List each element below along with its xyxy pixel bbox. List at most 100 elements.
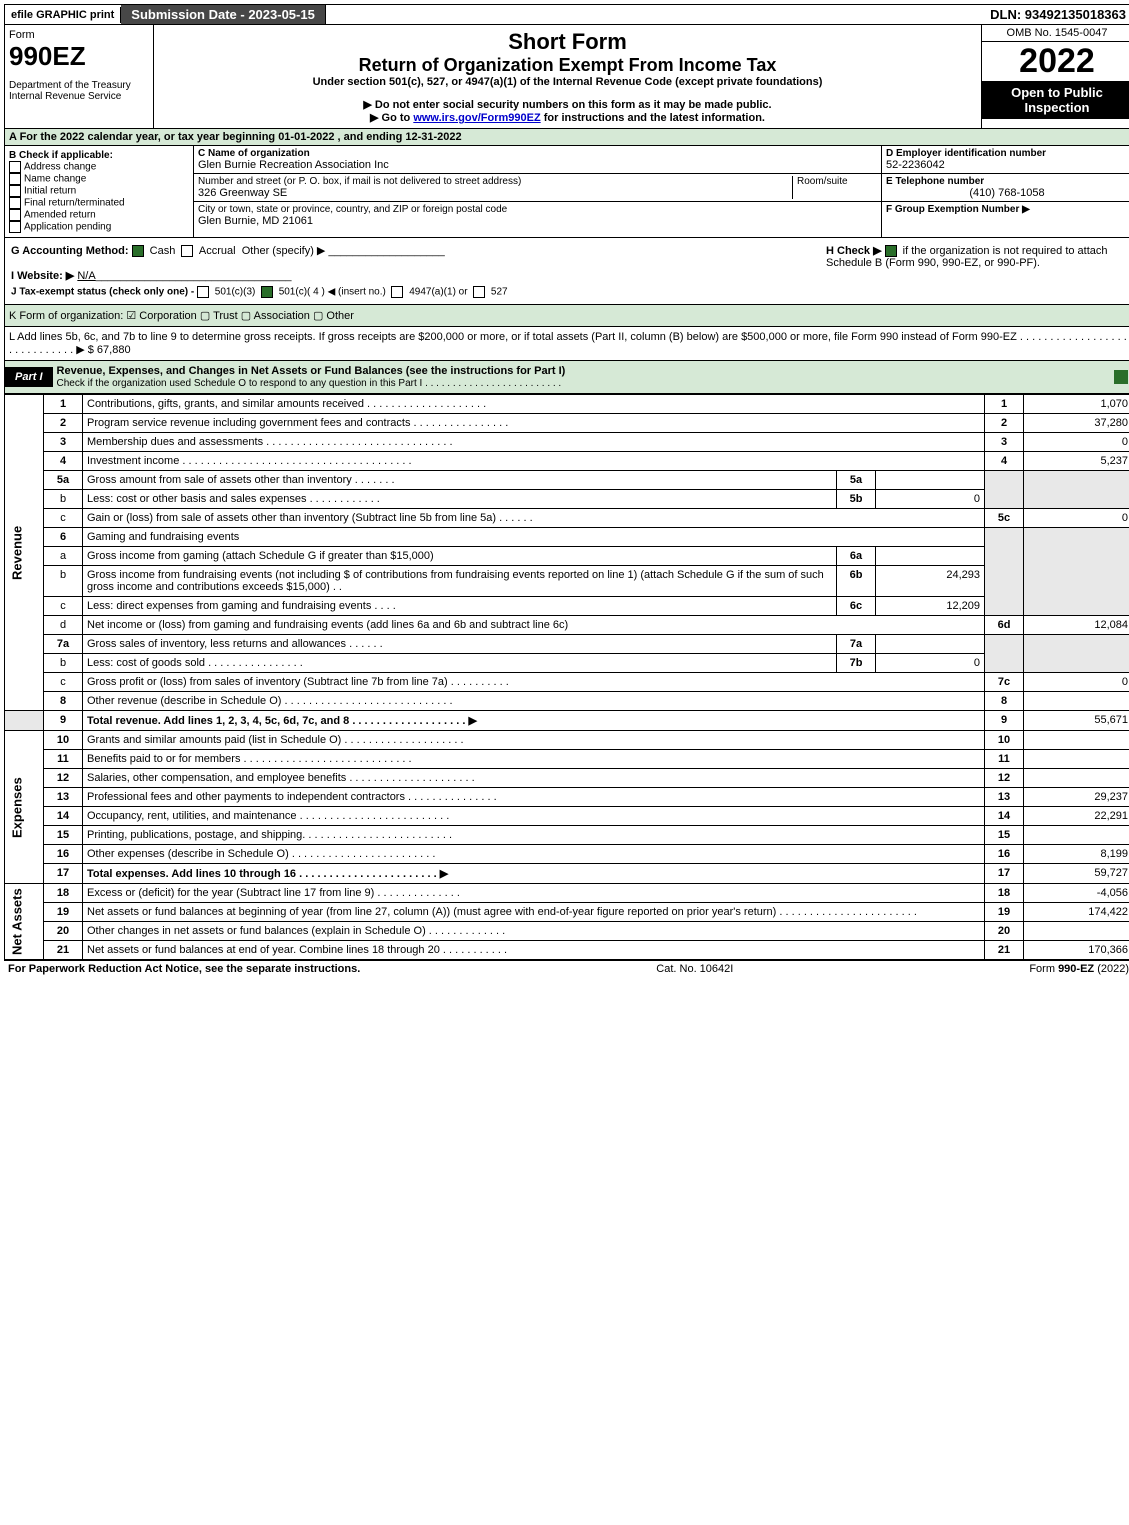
- row-16-amt: 8,199: [1024, 845, 1129, 864]
- row-11-amt: [1024, 750, 1129, 769]
- row-5b-num: b: [44, 490, 83, 509]
- submission-date: Submission Date - 2023-05-15: [121, 5, 326, 24]
- group-exemption-label: F Group Exemption Number ▶: [886, 204, 1128, 215]
- short-form-title: Short Form: [162, 29, 973, 55]
- part-1-check[interactable]: [1114, 370, 1128, 384]
- check-final-return[interactable]: [9, 197, 21, 209]
- row-10-box: 10: [985, 731, 1024, 750]
- row-18-box: 18: [985, 884, 1024, 903]
- row-17-desc: Total expenses. Add lines 10 through 16 …: [83, 864, 985, 884]
- row-17-num: 17: [44, 864, 83, 884]
- header-middle: Short Form Return of Organization Exempt…: [154, 25, 981, 128]
- row-17-amt: 59,727: [1024, 864, 1129, 884]
- opt-3: Final return/terminated: [24, 198, 125, 209]
- row-5c-box: 5c: [985, 509, 1024, 528]
- form-header: Form 990EZ Department of the Treasury In…: [4, 25, 1129, 129]
- row-8-box: 8: [985, 692, 1024, 711]
- row-6a-desc: Gross income from gaming (attach Schedul…: [83, 547, 837, 566]
- name-label: C Name of organization: [198, 148, 877, 159]
- row-6a-amt: [876, 547, 985, 566]
- row-6c-desc: Less: direct expenses from gaming and fu…: [83, 597, 837, 616]
- check-501c[interactable]: [261, 286, 273, 298]
- tax-year: 2022: [982, 42, 1129, 81]
- line-g: G Accounting Method: Cash Accrual Other …: [11, 244, 814, 257]
- row-2-desc: Program service revenue including govern…: [83, 414, 985, 433]
- check-initial-return[interactable]: [9, 185, 21, 197]
- grey-6: [985, 528, 1024, 616]
- check-cash[interactable]: [132, 245, 144, 257]
- row-7a-num: 7a: [44, 635, 83, 654]
- top-bar: efile GRAPHIC print Submission Date - 20…: [4, 4, 1129, 25]
- check-501c3[interactable]: [197, 286, 209, 298]
- check-amended-return[interactable]: [9, 209, 21, 221]
- irs-link[interactable]: www.irs.gov/Form990EZ: [413, 112, 540, 124]
- room-suite-label: Room/suite: [792, 176, 877, 199]
- box-c: C Name of organization Glen Burnie Recre…: [194, 146, 881, 237]
- row-6b-amt: 24,293: [876, 566, 985, 597]
- row-20-desc: Other changes in net assets or fund bala…: [83, 922, 985, 941]
- part-1-table: Revenue 1 Contributions, gifts, grants, …: [4, 394, 1129, 960]
- row-13-desc: Professional fees and other payments to …: [83, 788, 985, 807]
- row-9-desc: Total revenue. Add lines 1, 2, 3, 4, 5c,…: [83, 711, 985, 731]
- line-i: I Website: ▶ N/A________________________…: [11, 269, 814, 282]
- part-1-header: Part I Revenue, Expenses, and Changes in…: [4, 361, 1129, 394]
- website-value: N/A: [77, 270, 95, 282]
- row-6c-amt: 12,209: [876, 597, 985, 616]
- check-527[interactable]: [473, 286, 485, 298]
- row-7a-amt: [876, 635, 985, 654]
- row-7c-amt: 0: [1024, 673, 1129, 692]
- row-6a-num: a: [44, 547, 83, 566]
- h-label: H Check ▶: [826, 245, 882, 257]
- check-name-change[interactable]: [9, 173, 21, 185]
- j4: 527: [491, 287, 508, 298]
- row-1-desc: Contributions, gifts, grants, and simila…: [83, 395, 985, 414]
- line-l: L Add lines 5b, 6c, and 7b to line 9 to …: [4, 327, 1129, 361]
- row-6b-num: b: [44, 566, 83, 597]
- grey-7: [985, 635, 1024, 673]
- row-5a-desc: Gross amount from sale of assets other t…: [83, 471, 837, 490]
- row-5c-amt: 0: [1024, 509, 1129, 528]
- header-left: Form 990EZ Department of the Treasury In…: [5, 25, 154, 128]
- row-6-num: 6: [44, 528, 83, 547]
- row-16-box: 16: [985, 845, 1024, 864]
- check-application-pending[interactable]: [9, 221, 21, 233]
- row-9-box: 9: [985, 711, 1024, 731]
- row-8-amt: [1024, 692, 1129, 711]
- row-5b-amt: 0: [876, 490, 985, 509]
- footer-center: Cat. No. 10642I: [656, 963, 733, 975]
- form-word: Form: [9, 29, 149, 41]
- row-1-num: 1: [44, 395, 83, 414]
- sub3-post: for instructions and the latest informat…: [541, 112, 765, 124]
- row-7c-desc: Gross profit or (loss) from sales of inv…: [83, 673, 985, 692]
- row-2-box: 2: [985, 414, 1024, 433]
- row-12-box: 12: [985, 769, 1024, 788]
- revenue-label: Revenue: [5, 395, 44, 711]
- row-5a-amt: [876, 471, 985, 490]
- row-19-amt: 174,422: [1024, 903, 1129, 922]
- city-label: City or town, state or province, country…: [198, 204, 877, 215]
- check-address-change[interactable]: [9, 161, 21, 173]
- efile-link[interactable]: efile GRAPHIC print: [5, 7, 121, 23]
- addr-label: Number and street (or P. O. box, if mail…: [198, 176, 792, 187]
- check-4947[interactable]: [391, 286, 403, 298]
- check-accrual[interactable]: [181, 245, 193, 257]
- open-to-public: Open to Public Inspection: [982, 81, 1129, 119]
- other-label: Other (specify) ▶: [242, 245, 326, 257]
- row-11-desc: Benefits paid to or for members . . . . …: [83, 750, 985, 769]
- row-11-box: 11: [985, 750, 1024, 769]
- grey-7-amt: [1024, 635, 1129, 673]
- j3: 4947(a)(1) or: [409, 287, 467, 298]
- main-title: Return of Organization Exempt From Incom…: [162, 55, 973, 76]
- check-h[interactable]: [885, 245, 897, 257]
- org-address: 326 Greenway SE: [198, 187, 792, 199]
- row-6b-box: 6b: [837, 566, 876, 597]
- row-7a-box: 7a: [837, 635, 876, 654]
- row-15-box: 15: [985, 826, 1024, 845]
- row-21-desc: Net assets or fund balances at end of ye…: [83, 941, 985, 960]
- row-20-num: 20: [44, 922, 83, 941]
- ein-label: D Employer identification number: [886, 148, 1128, 159]
- row-5a-box: 5a: [837, 471, 876, 490]
- row-8-desc: Other revenue (describe in Schedule O) .…: [83, 692, 985, 711]
- grey-5: [985, 471, 1024, 509]
- row-12-num: 12: [44, 769, 83, 788]
